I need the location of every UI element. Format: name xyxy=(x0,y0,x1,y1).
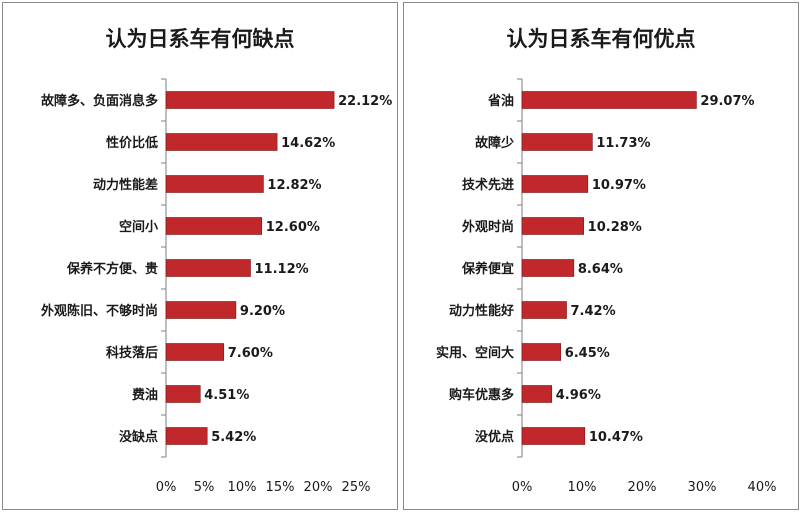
bar xyxy=(165,301,237,319)
data-label: 6.45% xyxy=(565,346,610,361)
category-label: 省油 xyxy=(487,93,514,109)
category-label: 动力性能差 xyxy=(93,177,158,193)
bar xyxy=(165,343,225,361)
chart-title: 认为日系车有何缺点 xyxy=(105,27,295,51)
category-label: 购车优惠多 xyxy=(449,387,514,403)
category-label: 故障少 xyxy=(475,135,514,151)
category-label: 费油 xyxy=(132,387,158,403)
data-label: 10.47% xyxy=(589,430,643,445)
bar xyxy=(521,343,562,361)
data-label: 12.60% xyxy=(266,220,320,235)
data-label: 11.12% xyxy=(255,262,309,277)
bar xyxy=(165,385,201,403)
data-label: 8.64% xyxy=(578,262,623,277)
category-label: 故障多、负面消息多 xyxy=(41,93,158,109)
data-label: 7.60% xyxy=(228,346,273,361)
x-tick-label: 40% xyxy=(748,480,777,495)
data-label: 10.28% xyxy=(588,220,642,235)
x-tick-label: 15% xyxy=(266,480,295,495)
bar xyxy=(521,427,586,445)
category-label: 保养便宜 xyxy=(461,261,514,277)
bar xyxy=(521,259,575,277)
bar xyxy=(165,217,263,235)
bar xyxy=(521,217,584,235)
bar xyxy=(165,259,251,277)
x-tick-label: 20% xyxy=(628,480,657,495)
data-label: 14.62% xyxy=(281,136,335,151)
category-label: 实用、空间大 xyxy=(436,345,514,361)
category-label: 没优点 xyxy=(475,429,514,445)
x-tick-label: 10% xyxy=(228,480,257,495)
data-label: 29.07% xyxy=(700,94,754,109)
data-label: 4.51% xyxy=(204,388,249,403)
data-label: 4.96% xyxy=(556,388,601,403)
chart-title: 认为日系车有何优点 xyxy=(506,27,696,51)
data-label: 9.20% xyxy=(240,304,285,319)
bar xyxy=(521,133,593,151)
bar xyxy=(521,301,567,319)
x-tick-label: 30% xyxy=(688,480,717,495)
category-label: 动力性能好 xyxy=(449,303,514,319)
category-label: 外观时尚 xyxy=(461,219,514,235)
category-label: 技术先进 xyxy=(462,177,514,193)
bar-chart-disadvantages: 故障多、负面消息多 22.12% 性价比低 14.62% 动力性能差 12.82% 空间小 1… xyxy=(40,78,392,495)
category-label: 保养不方便、贵 xyxy=(66,261,158,277)
data-label: 22.12% xyxy=(338,94,392,109)
chart-panel-disadvantages: 认为日系车有何缺点 故障多、负面消息多 22.12% 性价比低 14.62% 动力性能差… xyxy=(2,2,398,510)
data-label: 7.42% xyxy=(571,304,616,319)
bar xyxy=(521,175,589,193)
bar xyxy=(165,91,335,109)
x-tick-label: 5% xyxy=(194,480,215,495)
category-label: 空间小 xyxy=(119,219,158,235)
x-tick-label: 0% xyxy=(512,480,533,495)
bar-chart-advantages: 省油 29.07% 故障少 11.73% 技术先进 10.97% 外观时尚 10.28% 保养便… xyxy=(436,78,777,495)
data-label: 12.82% xyxy=(267,178,321,193)
bar xyxy=(165,427,208,445)
bar xyxy=(521,91,697,109)
data-label: 5.42% xyxy=(211,430,256,445)
x-tick-label: 10% xyxy=(568,480,597,495)
bar xyxy=(165,175,264,193)
category-label: 没缺点 xyxy=(119,429,158,445)
bar xyxy=(521,385,553,403)
data-label: 11.73% xyxy=(596,136,650,151)
bar xyxy=(165,133,278,151)
x-tick-label: 20% xyxy=(304,480,333,495)
data-label: 10.97% xyxy=(592,178,646,193)
chart-panel-advantages: 认为日系车有何优点 省油 29.07% 故障少 11.73% 技术先进 10.97% 外观时… xyxy=(403,2,799,510)
category-label: 科技落后 xyxy=(106,345,158,361)
x-tick-label: 0% xyxy=(156,480,177,495)
category-label: 外观陈旧、不够时尚 xyxy=(40,303,158,319)
category-label: 性价比低 xyxy=(106,135,158,151)
x-tick-label: 25% xyxy=(342,480,371,495)
